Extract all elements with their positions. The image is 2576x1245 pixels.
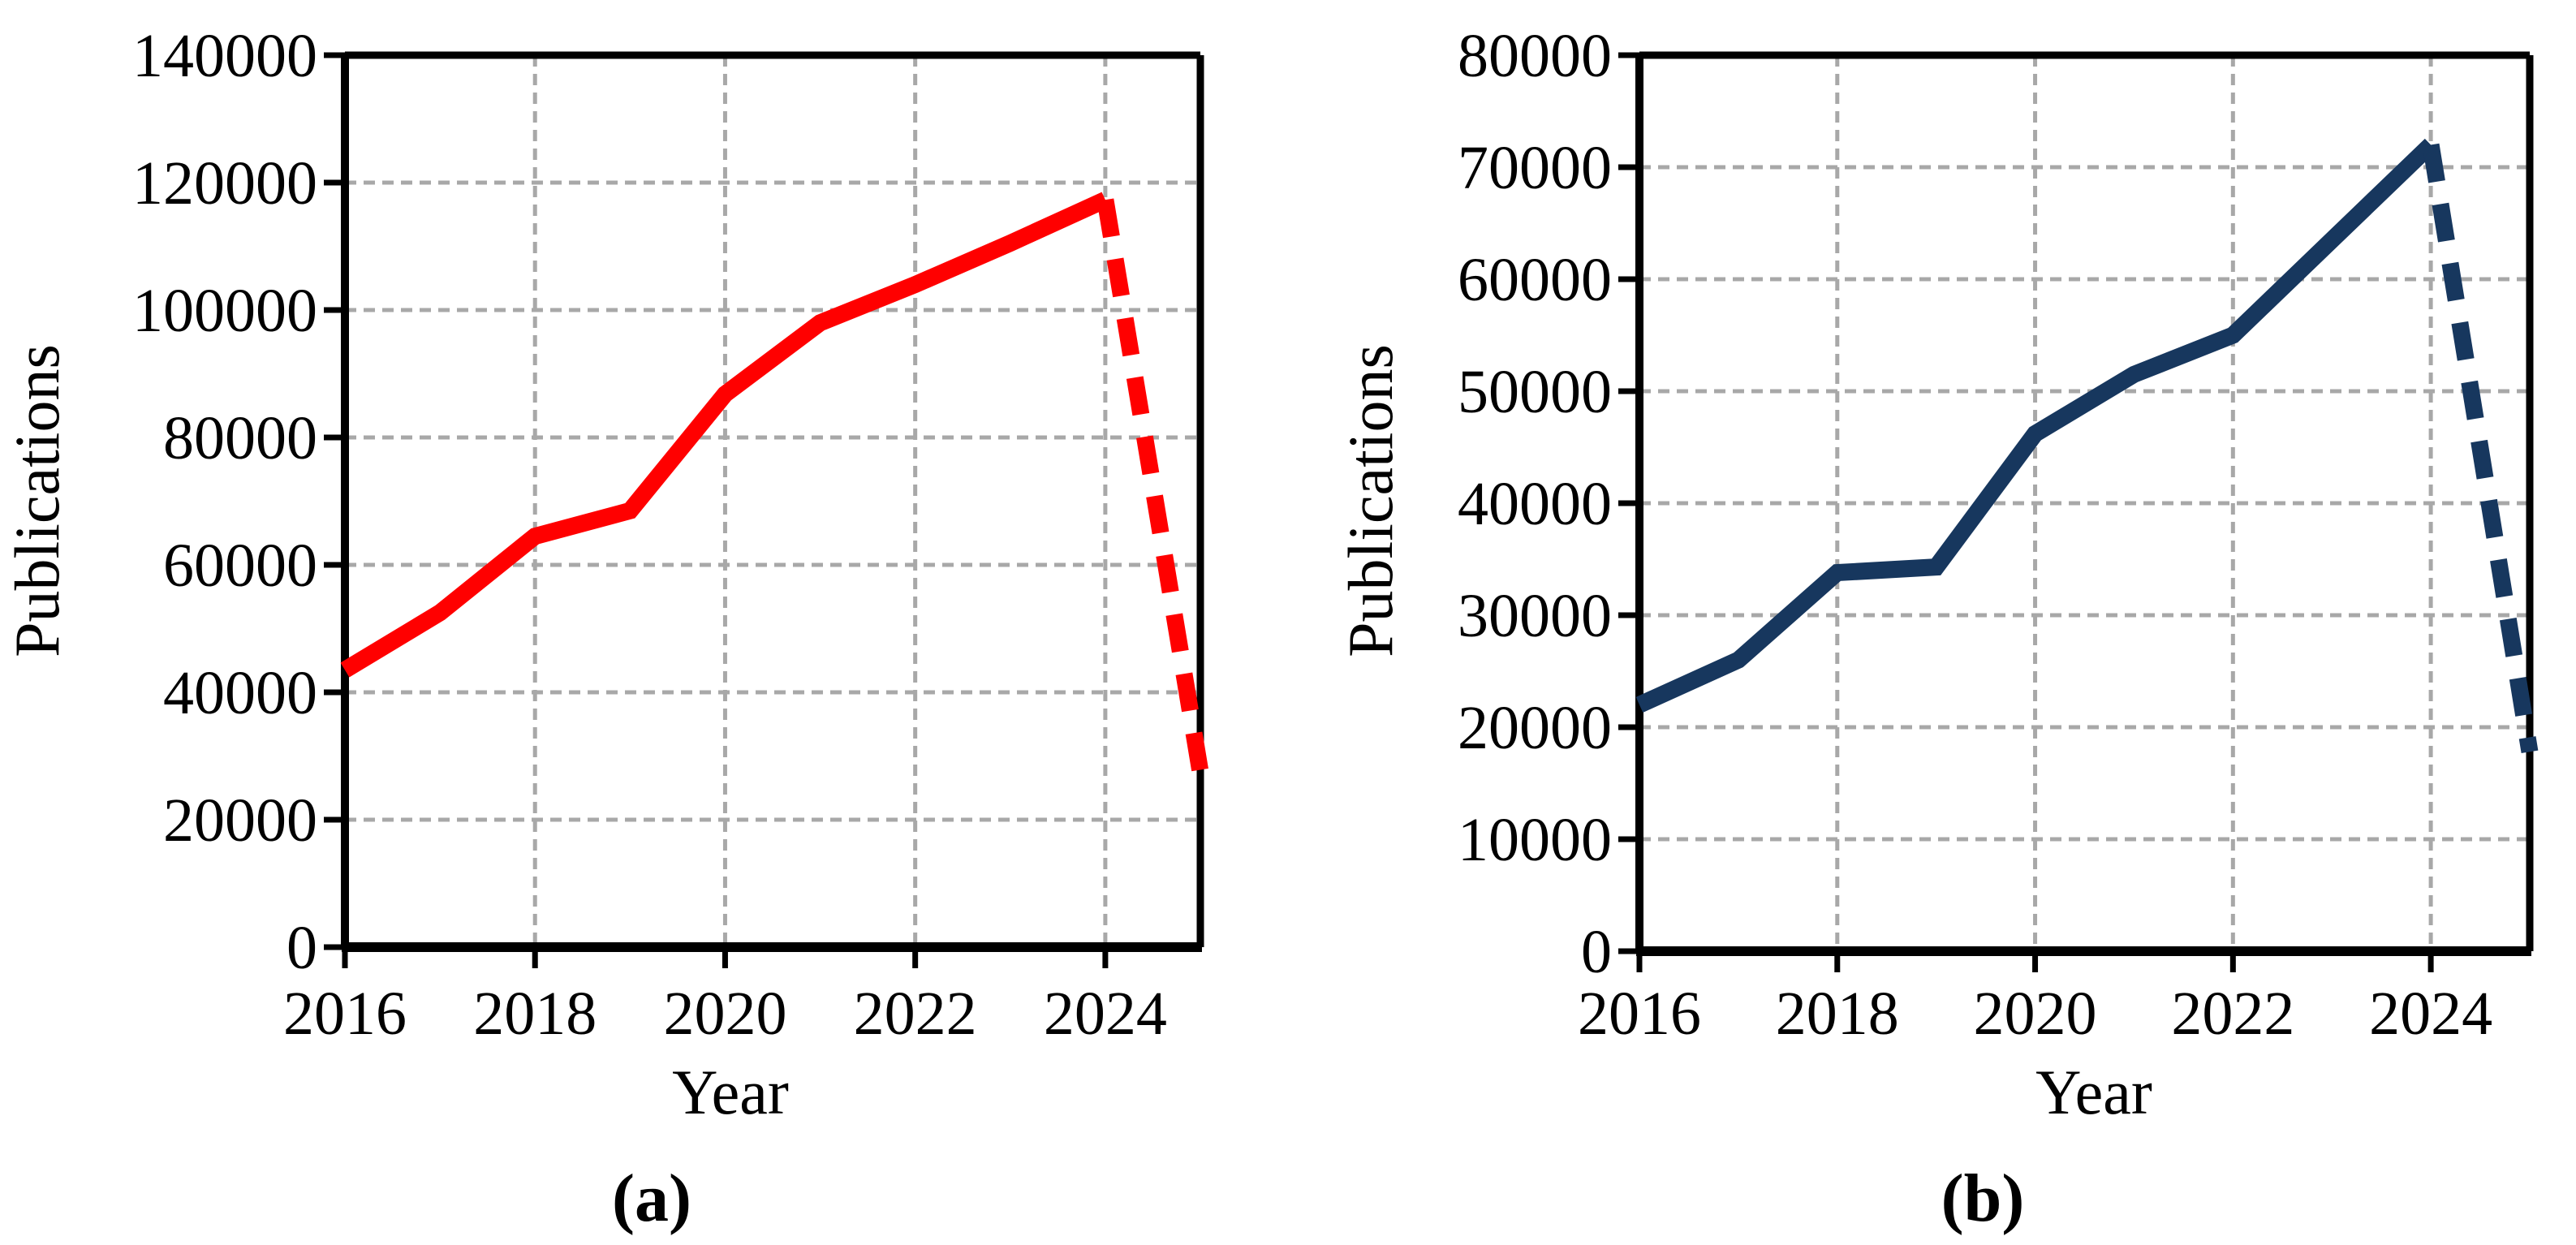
x-tick-label: 2018 bbox=[1776, 980, 1899, 1048]
x-tick-label: 2024 bbox=[1044, 980, 1167, 1048]
y-tick-label: 30000 bbox=[1458, 582, 1612, 650]
projection-dashed-line bbox=[1096, 198, 1209, 773]
x-axis-title: Year bbox=[672, 1057, 789, 1127]
projection-dashed-line bbox=[2422, 143, 2539, 754]
chart-panel-a: 0 20000 40000 60000 80000 100000 120000 140000 2… bbox=[2, 22, 1209, 1236]
y-tick-label: 20000 bbox=[1458, 694, 1612, 762]
y-tick-label: 10000 bbox=[1458, 806, 1612, 874]
chart-b-publications-line-chart: 0 10000 20000 30000 40000 50000 60000 70000 8000… bbox=[1335, 22, 2539, 1236]
y-tick-label: 120000 bbox=[132, 149, 317, 218]
y-tick-label: 0 bbox=[1581, 918, 1612, 986]
y-tick-label: 80000 bbox=[1458, 22, 1612, 90]
y-tick-label: 0 bbox=[286, 914, 317, 982]
y-axis-title: Publications bbox=[2, 344, 72, 657]
x-tick-label: 2024 bbox=[2369, 980, 2492, 1048]
y-tick-label: 100000 bbox=[132, 277, 317, 345]
x-tick-label: 2016 bbox=[283, 980, 407, 1048]
x-tick-label: 2020 bbox=[663, 980, 786, 1048]
x-tick-label: 2016 bbox=[1578, 980, 1701, 1048]
publications-series-line bbox=[1635, 138, 2437, 713]
y-tick-label: 140000 bbox=[132, 22, 317, 90]
chart-panel-b: 0 10000 20000 30000 40000 50000 60000 70000 8000… bbox=[1288, 0, 2576, 1245]
y-axis-title: Publications bbox=[1335, 344, 1406, 657]
y-tick-label: 50000 bbox=[1458, 358, 1612, 426]
x-tick-label: 2018 bbox=[473, 980, 597, 1048]
y-tick-label: 60000 bbox=[163, 532, 317, 600]
y-tick-label: 40000 bbox=[163, 659, 317, 727]
x-tick-label: 2022 bbox=[854, 980, 977, 1048]
panel-caption: (b) bbox=[1941, 1161, 2025, 1236]
y-tick-label: 70000 bbox=[1458, 134, 1612, 202]
y-tick-label: 80000 bbox=[163, 404, 317, 472]
publications-series-line bbox=[340, 192, 1109, 678]
y-tick-label: 60000 bbox=[1458, 246, 1612, 314]
panel-caption: (a) bbox=[612, 1161, 691, 1236]
x-tick-label: 2022 bbox=[2171, 980, 2294, 1048]
y-tick-label: 20000 bbox=[163, 786, 317, 855]
chart-a-publications-line-chart: 0 20000 40000 60000 80000 100000 120000 140000 2… bbox=[2, 22, 1209, 1236]
y-tick-label: 40000 bbox=[1458, 470, 1612, 538]
x-tick-label: 2020 bbox=[1974, 980, 2097, 1048]
x-axis-title: Year bbox=[2035, 1057, 2152, 1127]
